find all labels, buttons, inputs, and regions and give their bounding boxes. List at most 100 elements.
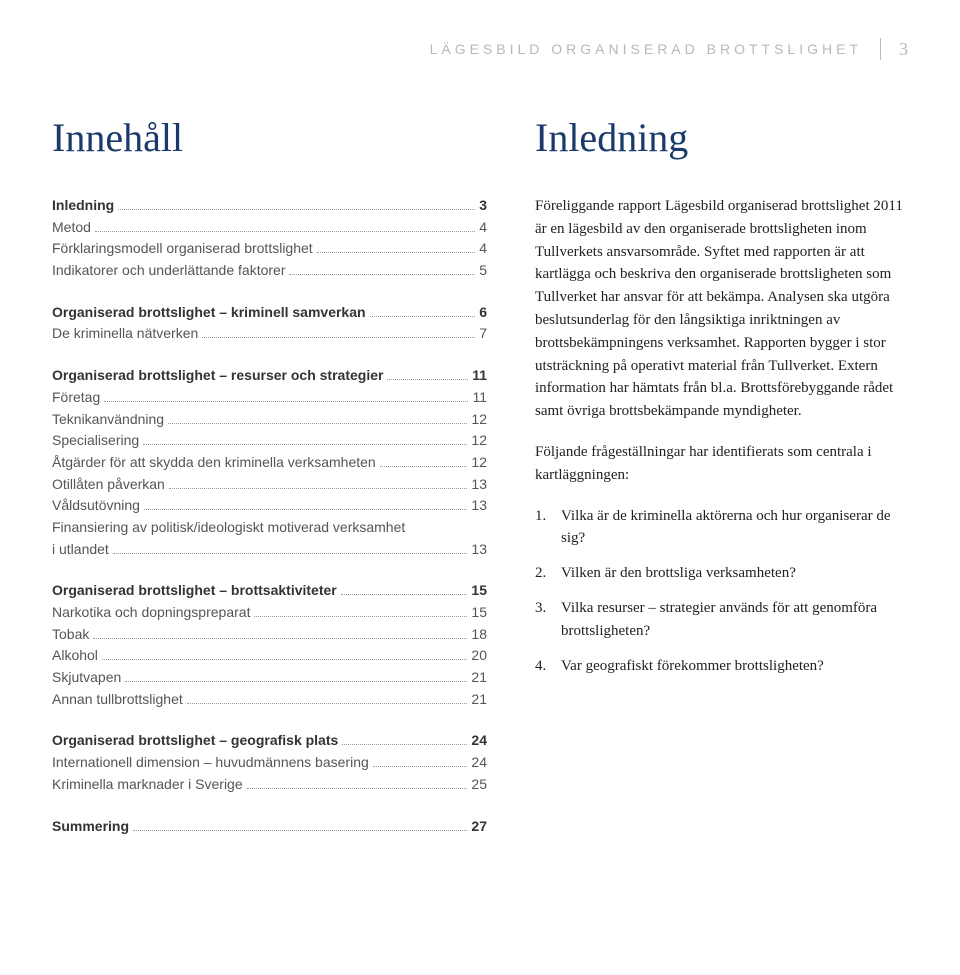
toc-entry: i utlandet 13 — [52, 539, 487, 561]
toc-page-number: 6 — [479, 302, 487, 324]
intro-heading: Inledning — [535, 114, 905, 161]
toc-entry: Organiserad brottslighet – kriminell sam… — [52, 302, 487, 324]
toc-entry: Åtgärder för att skydda den kriminella v… — [52, 452, 487, 474]
toc-leader-dots — [373, 766, 468, 767]
toc-entry: Kriminella marknader i Sverige25 — [52, 774, 487, 796]
toc-page-number: 24 — [471, 730, 487, 752]
toc-page-number: 21 — [471, 689, 487, 711]
toc-page-number: 12 — [471, 409, 487, 431]
question-text: Vilka resurser – strategier används för … — [561, 597, 905, 643]
toc-entry: Våldsutövning13 — [52, 495, 487, 517]
toc-leader-dots — [254, 616, 467, 617]
toc-label: Summering — [52, 816, 129, 838]
toc-leader-dots — [125, 681, 467, 682]
toc-leader-dots — [169, 488, 468, 489]
toc-label: Tobak — [52, 624, 89, 646]
page-number: 3 — [899, 39, 908, 60]
toc-label: Narkotika och dopningspreparat — [52, 602, 250, 624]
toc-label: Annan tullbrottslighet — [52, 689, 183, 711]
toc-page-number: 21 — [471, 667, 487, 689]
toc-leader-dots — [247, 788, 468, 789]
toc-entry: Teknikanvändning 12 — [52, 409, 487, 431]
running-header: LÄGESBILD ORGANISERAD BROTTSLIGHET 3 — [430, 38, 908, 60]
toc-page-number: 4 — [479, 217, 487, 239]
toc-page-number: 4 — [479, 238, 487, 260]
toc-page-number: 12 — [471, 452, 487, 474]
toc-leader-dots — [370, 316, 476, 317]
toc-page-number: 11 — [472, 365, 487, 387]
question-item: 1.Vilka är de kriminella aktörerna och h… — [535, 505, 905, 551]
toc-entry: Organiserad brottslighet – geografisk pl… — [52, 730, 487, 752]
toc-label: Organiserad brottslighet – brottsaktivit… — [52, 580, 337, 602]
toc-label: Otillåten påverkan — [52, 474, 165, 496]
toc-label: Alkohol — [52, 645, 98, 667]
toc-entry: Tobak 18 — [52, 624, 487, 646]
toc-leader-dots — [380, 466, 468, 467]
toc-heading: Innehåll — [52, 114, 487, 161]
toc-page-number: 11 — [472, 387, 487, 409]
toc-label: Organiserad brottslighet – geografisk pl… — [52, 730, 338, 752]
toc-leader-dots — [202, 337, 475, 338]
toc-page-number: 13 — [471, 539, 487, 561]
toc-label: Förklaringsmodell organiserad brottsligh… — [52, 238, 313, 260]
toc-leader-dots — [341, 594, 468, 595]
toc-label: Teknikanvändning — [52, 409, 164, 431]
toc-entry: De kriminella nätverken 7 — [52, 323, 487, 345]
question-number: 3. — [535, 597, 561, 643]
toc-leader-dots — [289, 274, 475, 275]
toc-leader-dots — [95, 231, 475, 232]
toc-label: Skjutvapen — [52, 667, 121, 689]
running-title: LÄGESBILD ORGANISERAD BROTTSLIGHET — [430, 41, 862, 57]
toc-entry: Organiserad brottslighet – resurser och … — [52, 365, 487, 387]
toc-entry: Skjutvapen 21 — [52, 667, 487, 689]
toc-leader-dots — [387, 379, 468, 380]
toc-entry: Internationell dimension – huvudmännens … — [52, 752, 487, 774]
toc-entry: Inledning3 — [52, 195, 487, 217]
toc-leader-dots — [93, 638, 467, 639]
toc-label: Organiserad brottslighet – kriminell sam… — [52, 302, 366, 324]
question-number: 1. — [535, 505, 561, 551]
toc-entry: Finansiering av politisk/ideologiskt mot… — [52, 517, 487, 539]
question-number: 4. — [535, 655, 561, 678]
table-of-contents: Inledning3Metod4Förklaringsmodell organi… — [52, 195, 487, 837]
toc-label: i utlandet — [52, 539, 109, 561]
toc-leader-dots — [187, 703, 468, 704]
toc-leader-dots — [118, 209, 475, 210]
toc-entry: Summering 27 — [52, 816, 487, 838]
toc-label: De kriminella nätverken — [52, 323, 198, 345]
toc-page-number: 3 — [479, 195, 487, 217]
toc-label: Organiserad brottslighet – resurser och … — [52, 365, 383, 387]
toc-entry: Metod4 — [52, 217, 487, 239]
intro-paragraph-1: Föreliggande rapport Lägesbild organiser… — [535, 195, 905, 423]
toc-page-number: 13 — [471, 474, 487, 496]
toc-entry: Narkotika och dopningspreparat15 — [52, 602, 487, 624]
toc-label: Företag — [52, 387, 100, 409]
question-item: 4.Var geografiskt förekommer brottslighe… — [535, 655, 905, 678]
toc-page-number: 12 — [471, 430, 487, 452]
question-number: 2. — [535, 562, 561, 585]
toc-label: Indikatorer och underlättande faktorer — [52, 260, 285, 282]
toc-page-number: 27 — [471, 816, 487, 838]
toc-leader-dots — [133, 830, 467, 831]
toc-leader-dots — [144, 509, 467, 510]
toc-label: Specialisering — [52, 430, 139, 452]
question-text: Vilken är den brottsliga verksamheten? — [561, 562, 796, 585]
toc-entry: Alkohol 20 — [52, 645, 487, 667]
toc-label: Åtgärder för att skydda den kriminella v… — [52, 452, 376, 474]
toc-leader-dots — [168, 423, 467, 424]
toc-label: Våldsutövning — [52, 495, 140, 517]
toc-label: Internationell dimension – huvudmännens … — [52, 752, 369, 774]
toc-page-number: 15 — [471, 580, 487, 602]
toc-page-number: 7 — [479, 323, 487, 345]
question-text: Var geografiskt förekommer brottslighete… — [561, 655, 824, 678]
toc-entry: Organiserad brottslighet – brottsaktivit… — [52, 580, 487, 602]
toc-leader-dots — [113, 553, 468, 554]
toc-leader-dots — [104, 401, 468, 402]
toc-page-number: 18 — [471, 624, 487, 646]
toc-leader-dots — [342, 744, 467, 745]
question-text: Vilka är de kriminella aktörerna och hur… — [561, 505, 905, 551]
toc-label: Kriminella marknader i Sverige — [52, 774, 243, 796]
header-divider — [880, 38, 881, 60]
toc-page-number: 20 — [471, 645, 487, 667]
intro-paragraph-2: Följande frågeställningar har identifier… — [535, 441, 905, 487]
